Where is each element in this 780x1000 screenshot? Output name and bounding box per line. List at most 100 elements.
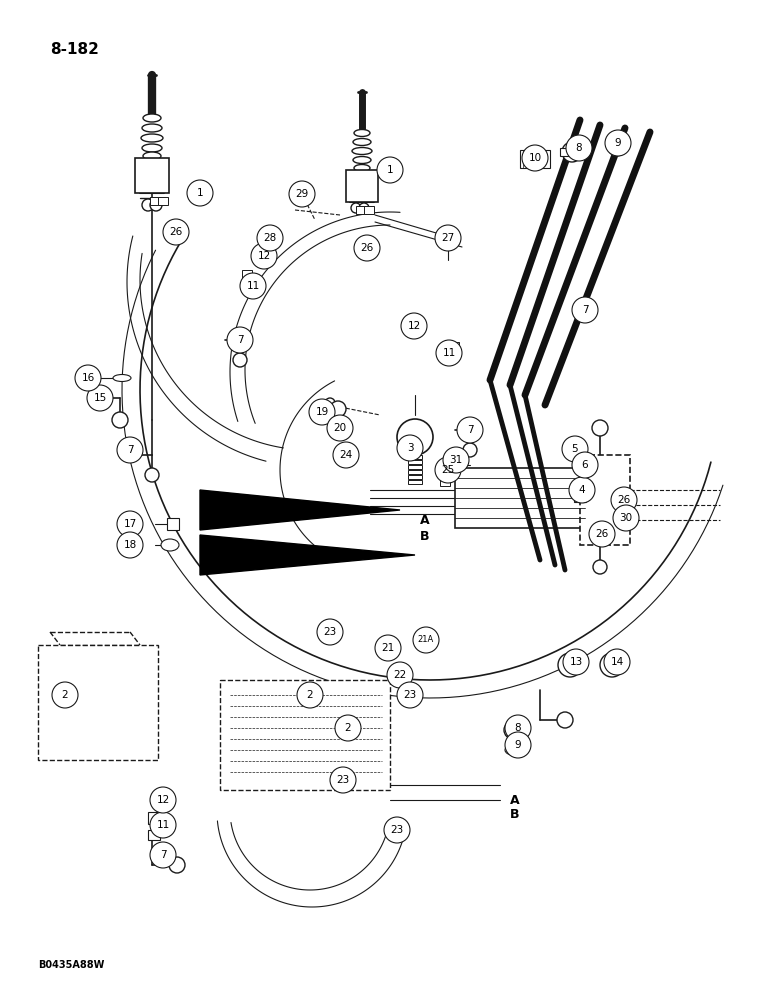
Text: 3: 3 — [406, 443, 413, 453]
Circle shape — [309, 399, 335, 425]
Circle shape — [605, 130, 631, 156]
Text: 26: 26 — [595, 529, 608, 539]
Text: 18: 18 — [123, 540, 136, 550]
Text: 12: 12 — [407, 321, 420, 331]
Bar — [440, 478, 450, 486]
Text: 20: 20 — [333, 423, 346, 433]
Bar — [580, 455, 630, 545]
Circle shape — [457, 417, 483, 443]
Text: A: A — [510, 794, 519, 806]
Circle shape — [377, 157, 403, 183]
Ellipse shape — [143, 152, 161, 160]
Bar — [148, 830, 160, 840]
Circle shape — [330, 401, 346, 417]
Text: 16: 16 — [81, 373, 94, 383]
Bar — [364, 206, 374, 214]
Circle shape — [384, 817, 410, 843]
Circle shape — [397, 435, 423, 461]
Bar — [408, 470, 422, 474]
Circle shape — [443, 447, 469, 473]
Circle shape — [117, 437, 143, 463]
Ellipse shape — [141, 134, 163, 142]
Text: 8: 8 — [576, 143, 583, 153]
Text: 23: 23 — [390, 825, 403, 835]
Bar — [346, 170, 378, 202]
Circle shape — [145, 468, 159, 482]
Text: 21: 21 — [381, 643, 395, 653]
Text: 1: 1 — [387, 165, 393, 175]
Text: 7: 7 — [582, 305, 588, 315]
Text: 2: 2 — [345, 723, 351, 733]
Circle shape — [589, 521, 615, 547]
Circle shape — [317, 619, 343, 645]
Circle shape — [611, 487, 637, 513]
Text: 7: 7 — [466, 425, 473, 435]
Circle shape — [335, 715, 361, 741]
Circle shape — [401, 313, 427, 339]
Ellipse shape — [353, 138, 371, 145]
Ellipse shape — [142, 124, 162, 132]
Text: 26: 26 — [618, 495, 630, 505]
Text: 26: 26 — [169, 227, 183, 237]
Bar — [220, 680, 390, 790]
Text: 28: 28 — [264, 233, 277, 243]
Bar — [356, 206, 366, 214]
Text: 8-182: 8-182 — [50, 42, 99, 57]
Circle shape — [351, 203, 361, 213]
Circle shape — [52, 682, 78, 708]
Text: 30: 30 — [619, 513, 633, 523]
Circle shape — [562, 436, 588, 462]
Circle shape — [436, 340, 462, 366]
Ellipse shape — [353, 156, 371, 163]
Bar — [408, 475, 422, 479]
Text: B0435A88W: B0435A88W — [38, 960, 105, 970]
Circle shape — [522, 145, 548, 171]
Circle shape — [505, 732, 531, 758]
Text: 27: 27 — [441, 233, 455, 243]
Circle shape — [289, 181, 315, 207]
Circle shape — [557, 712, 573, 728]
Circle shape — [397, 682, 423, 708]
Circle shape — [251, 243, 277, 269]
Bar — [520, 150, 550, 168]
Circle shape — [117, 532, 143, 558]
Bar — [408, 460, 422, 464]
Circle shape — [604, 649, 630, 675]
Circle shape — [397, 419, 433, 455]
Circle shape — [375, 635, 401, 661]
Circle shape — [257, 225, 283, 251]
Bar — [560, 148, 570, 156]
Text: 22: 22 — [393, 670, 406, 680]
Circle shape — [613, 505, 639, 531]
Circle shape — [150, 199, 162, 211]
Text: 23: 23 — [336, 775, 349, 785]
Polygon shape — [200, 535, 415, 575]
Text: 7: 7 — [126, 445, 133, 455]
Text: 9: 9 — [515, 740, 521, 750]
Circle shape — [413, 627, 439, 653]
Text: 14: 14 — [611, 657, 624, 667]
Circle shape — [333, 442, 359, 468]
Circle shape — [187, 180, 213, 206]
Text: 19: 19 — [315, 407, 328, 417]
Text: 2: 2 — [307, 690, 314, 700]
Text: 5: 5 — [572, 444, 578, 454]
Circle shape — [75, 365, 101, 391]
Text: 25: 25 — [441, 465, 455, 475]
Text: 10: 10 — [528, 153, 541, 163]
Ellipse shape — [505, 745, 521, 755]
Bar — [148, 812, 162, 824]
Text: 4: 4 — [579, 485, 585, 495]
Circle shape — [163, 219, 189, 245]
Circle shape — [297, 682, 323, 708]
Ellipse shape — [354, 164, 370, 172]
Circle shape — [233, 353, 247, 367]
Circle shape — [327, 415, 353, 441]
Circle shape — [87, 385, 113, 411]
Text: 8: 8 — [515, 723, 521, 733]
Circle shape — [558, 653, 582, 677]
Text: 7: 7 — [160, 850, 166, 860]
Text: 11: 11 — [156, 820, 169, 830]
Circle shape — [435, 225, 461, 251]
Circle shape — [387, 662, 413, 688]
